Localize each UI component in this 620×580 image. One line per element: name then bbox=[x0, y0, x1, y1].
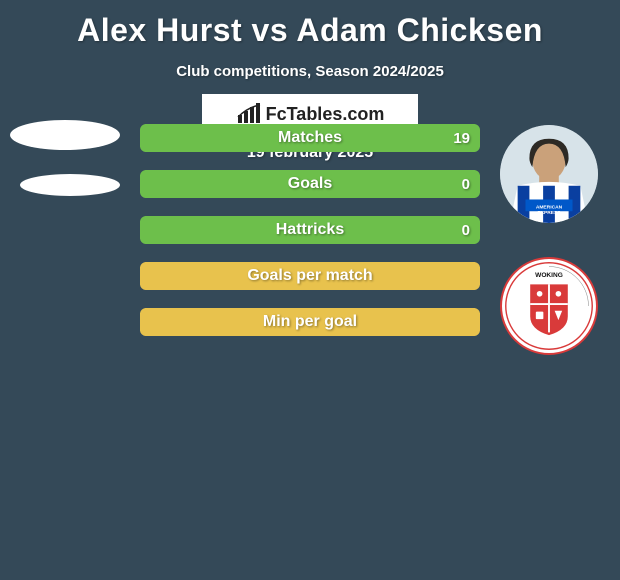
stat-row: Goals per match bbox=[140, 262, 480, 290]
stat-value-right: 0 bbox=[462, 170, 470, 198]
club-badge-icon: WOKING bbox=[502, 259, 596, 353]
stat-label: Goals bbox=[140, 170, 480, 198]
stat-row: Min per goal bbox=[140, 308, 480, 336]
player1-column bbox=[0, 120, 130, 220]
player2-column: AMERICAN EXPRESS WOKING bbox=[500, 125, 600, 389]
stat-label: Goals per match bbox=[140, 262, 480, 290]
stat-row: Matches19 bbox=[140, 124, 480, 152]
player1-avatar-placeholder bbox=[10, 120, 120, 150]
badge-text-top: WOKING bbox=[535, 272, 563, 279]
comparison-bars: Matches19Goals0Hattricks0Goals per match… bbox=[140, 124, 480, 354]
page-subtitle: Club competitions, Season 2024/2025 bbox=[0, 63, 620, 80]
svg-text:EXPRESS: EXPRESS bbox=[537, 210, 561, 216]
page-title: Alex Hurst vs Adam Chicksen bbox=[0, 0, 620, 49]
player-photo-icon: AMERICAN EXPRESS bbox=[500, 125, 598, 223]
bars-icon bbox=[236, 103, 262, 125]
site-name: FcTables.com bbox=[266, 104, 385, 125]
stat-row: Hattricks0 bbox=[140, 216, 480, 244]
player2-club-badge: WOKING bbox=[500, 257, 598, 355]
stat-value-right: 0 bbox=[462, 216, 470, 244]
stat-label: Matches bbox=[140, 124, 480, 152]
stat-label: Min per goal bbox=[140, 308, 480, 336]
player1-club-placeholder bbox=[20, 174, 120, 196]
player2-avatar: AMERICAN EXPRESS bbox=[500, 125, 598, 223]
stat-value-right: 19 bbox=[453, 124, 470, 152]
stat-row: Goals0 bbox=[140, 170, 480, 198]
stat-label: Hattricks bbox=[140, 216, 480, 244]
svg-text:AMERICAN: AMERICAN bbox=[536, 204, 563, 210]
